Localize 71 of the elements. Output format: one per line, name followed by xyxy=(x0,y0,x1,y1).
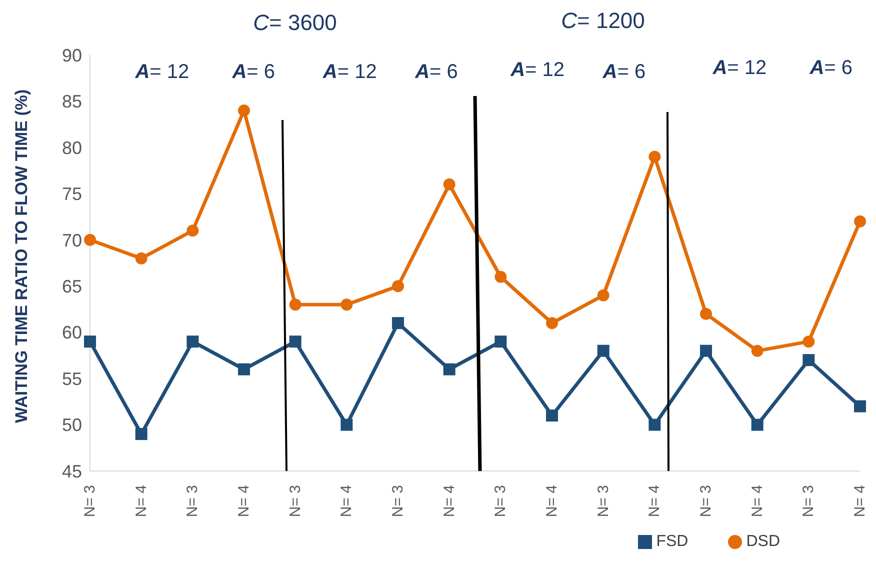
x-tick-label: N= 3 xyxy=(698,485,714,518)
point xyxy=(648,150,661,163)
y-tick-label: 90 xyxy=(62,45,82,66)
x-tick-label: N= 3 xyxy=(184,485,202,518)
annotation: A= 6 xyxy=(414,61,458,83)
point xyxy=(648,418,661,431)
point xyxy=(238,363,250,376)
point xyxy=(340,298,353,311)
y-tick-label: 85 xyxy=(62,92,82,112)
legend-label: DSD xyxy=(746,533,780,550)
text: C= 3600 xyxy=(253,10,337,35)
annotation: A= 12 xyxy=(322,61,377,83)
y-tick-label: 55 xyxy=(62,368,82,389)
annotation: A= 12 xyxy=(510,59,565,81)
x-tick-label: N= 4 xyxy=(338,485,356,518)
y-tick-label: 50 xyxy=(62,415,82,436)
point xyxy=(135,252,148,264)
point xyxy=(494,336,507,348)
x-tick-label: N= 3 xyxy=(800,485,818,518)
annotation: A= 12 xyxy=(712,57,767,79)
point xyxy=(289,298,302,311)
y-tick-label: 45 xyxy=(62,461,82,482)
x-tick-label: N= 4 xyxy=(646,485,664,518)
x-tick-label: N= 3 xyxy=(492,485,510,518)
x-tick-label: N= 4 xyxy=(544,485,560,518)
annotation: A= 12 xyxy=(134,61,190,83)
point xyxy=(546,410,558,422)
y-tick-label: 65 xyxy=(62,276,82,296)
point xyxy=(340,418,353,431)
y-axis-title: WAITING TIME RATIO TO FLOW TIME (%) xyxy=(12,89,32,423)
point xyxy=(700,344,712,357)
x-tick-label: N= 4 xyxy=(236,485,252,518)
point xyxy=(186,336,199,348)
point xyxy=(494,270,507,283)
point xyxy=(854,400,866,412)
x-tick-label: N= 3 xyxy=(594,485,612,518)
point xyxy=(751,418,764,431)
point xyxy=(186,224,199,237)
y-tick-label: 80 xyxy=(62,138,82,158)
x-tick-label: N= 4 xyxy=(748,485,766,518)
x-tick-label: N= 3 xyxy=(286,485,304,518)
point xyxy=(443,178,456,190)
point xyxy=(238,104,250,116)
point xyxy=(597,344,610,357)
legend-label: FSD xyxy=(656,533,688,550)
point xyxy=(135,428,148,440)
point xyxy=(546,317,558,330)
y-tick-label: 60 xyxy=(62,322,82,343)
point xyxy=(700,308,712,320)
x-tick-label: N= 4 xyxy=(852,485,868,518)
point xyxy=(802,354,815,366)
x-tick-label: N= 3 xyxy=(82,485,98,518)
x-tick-label: N= 4 xyxy=(440,485,458,518)
point xyxy=(392,317,404,330)
annotation: A= 6 xyxy=(602,61,646,83)
x-tick-label: N= 3 xyxy=(390,485,406,518)
point xyxy=(443,363,456,376)
point xyxy=(597,289,610,302)
x-tick-label: N= 4 xyxy=(132,485,150,518)
annotation: A= 6 xyxy=(808,57,853,79)
annotation: A= 6 xyxy=(231,61,276,83)
text: C= 1200 xyxy=(561,8,645,33)
y-tick-label: 75 xyxy=(62,184,82,204)
point xyxy=(84,336,96,348)
point xyxy=(392,280,404,292)
point xyxy=(84,234,96,246)
point xyxy=(751,344,764,357)
y-tick-label: 70 xyxy=(62,230,82,250)
point xyxy=(289,336,302,348)
point xyxy=(854,215,866,228)
point xyxy=(802,336,815,348)
